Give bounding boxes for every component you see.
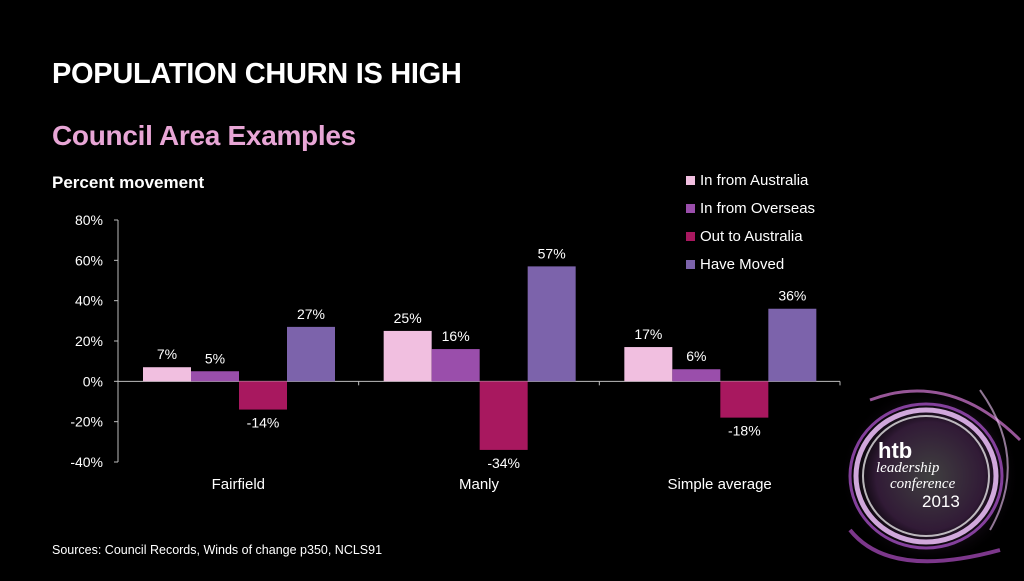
data-label: 16% <box>442 328 470 344</box>
legend-item-in-from-overseas: In from Overseas <box>686 194 815 222</box>
legend-label: Have Moved <box>700 255 785 273</box>
logo-line2: conference <box>890 476 956 492</box>
legend-swatch <box>686 203 695 213</box>
y-tick-label: 20% <box>75 333 103 349</box>
slide-subtitle: Council Area Examples <box>52 120 356 151</box>
x-category-label: Simple average <box>668 476 772 493</box>
legend-item-out-to-australia: Out to Australia <box>686 222 815 250</box>
legend-label: Out to Australia <box>700 227 803 245</box>
y-tick-label: 40% <box>75 293 103 309</box>
bar <box>624 347 673 382</box>
legend-swatch <box>686 259 695 269</box>
data-label: -14% <box>247 415 280 431</box>
data-label: 36% <box>778 288 806 304</box>
data-label: -18% <box>728 423 761 439</box>
bar <box>527 266 576 382</box>
y-tick-label: 0% <box>83 373 103 389</box>
data-label: 7% <box>157 346 177 362</box>
source-note: Sources: Council Records, Winds of chang… <box>52 543 383 557</box>
data-label: 6% <box>686 348 706 364</box>
logo-brand: htb <box>878 438 913 463</box>
legend-swatch <box>686 231 695 241</box>
bar <box>287 326 335 382</box>
bar <box>239 381 287 410</box>
y-tick-label: -20% <box>70 414 103 430</box>
bar <box>143 367 191 382</box>
y-tick-label: 60% <box>75 252 103 268</box>
legend: In from Australia In from Overseas Out t… <box>686 166 815 278</box>
logo-line1: leadership <box>876 460 940 476</box>
data-label: -34% <box>487 455 520 471</box>
legend-item-in-from-australia: In from Australia <box>686 166 815 194</box>
y-tick-label: 80% <box>75 212 103 228</box>
htb-conference-logo: htb leadership conference 2013 <box>830 380 1024 576</box>
bar <box>479 381 528 450</box>
chart-ylabel: Percent movement <box>52 173 205 192</box>
data-label: 17% <box>634 326 662 342</box>
bar <box>720 381 769 418</box>
data-label: 5% <box>205 350 225 366</box>
data-label: 57% <box>538 245 566 261</box>
legend-swatch <box>686 175 695 185</box>
slide-title: POPULATION CHURN IS HIGH <box>52 58 462 90</box>
data-label: 27% <box>297 306 325 322</box>
bar <box>191 371 239 382</box>
bar <box>431 349 480 382</box>
y-tick-label: -40% <box>70 454 103 470</box>
data-label: 25% <box>394 310 422 326</box>
bar <box>768 308 817 382</box>
legend-label: In from Overseas <box>700 199 816 217</box>
logo-year: 2013 <box>922 492 960 511</box>
legend-item-have-moved: Have Moved <box>686 250 815 278</box>
x-category-label: Fairfield <box>212 476 265 493</box>
x-category-label: Manly <box>459 476 500 493</box>
bar <box>383 330 432 382</box>
bar <box>672 369 721 382</box>
logo-swirl-graphic <box>840 386 1022 566</box>
legend-label: In from Australia <box>700 171 809 189</box>
